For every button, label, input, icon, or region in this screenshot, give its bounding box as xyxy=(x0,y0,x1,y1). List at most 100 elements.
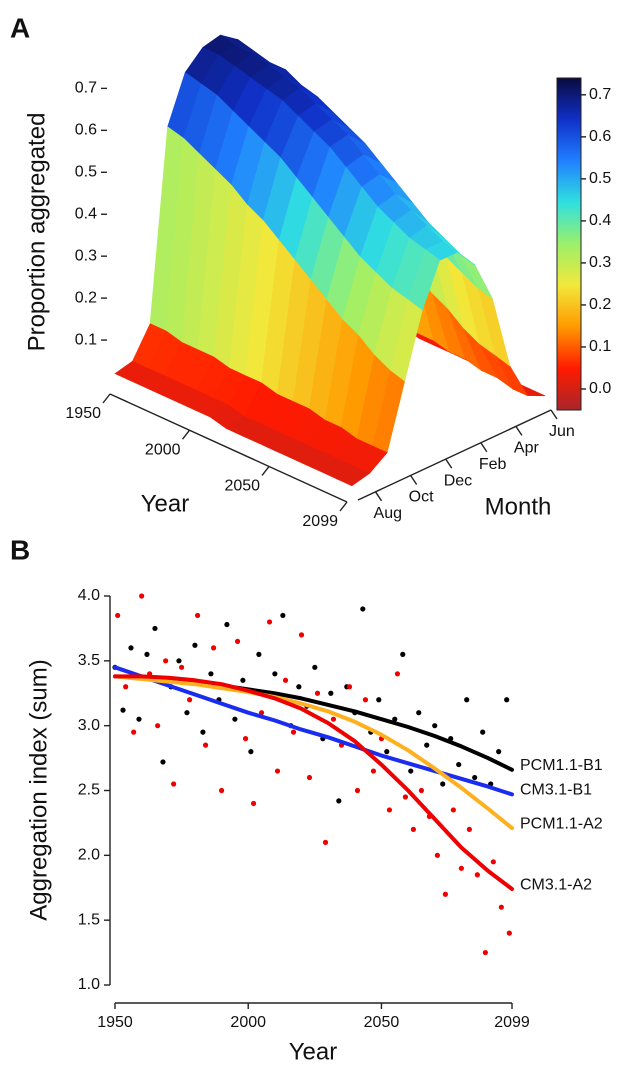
scatter-point xyxy=(402,794,409,800)
scatter-point xyxy=(200,729,206,735)
y-tick-label: 2.0 xyxy=(78,847,100,864)
scatter-point xyxy=(144,651,150,657)
scatter-point xyxy=(416,710,422,716)
y-tick xyxy=(374,491,383,502)
y-tick-label: 2.5 xyxy=(78,782,100,799)
scatter-point xyxy=(376,697,382,703)
scatter-point xyxy=(362,697,369,703)
scatter-point xyxy=(330,716,337,722)
scatter-point xyxy=(504,697,510,703)
y-tick-label: Apr xyxy=(514,440,540,457)
scatter-point xyxy=(194,612,201,619)
x-axis-line xyxy=(109,393,348,503)
scatter-point xyxy=(240,677,246,683)
y-tick-label: Feb xyxy=(479,456,507,473)
y-tick-label: 4.0 xyxy=(78,587,100,604)
x-tick xyxy=(339,501,348,512)
y-tick xyxy=(445,458,453,469)
panel-label: B xyxy=(10,534,30,565)
scatter-point xyxy=(432,723,438,729)
scatter-point xyxy=(202,742,209,748)
scatter-point xyxy=(346,684,353,690)
trend-line xyxy=(113,674,514,891)
z-tick-label: 0.6 xyxy=(75,122,97,139)
scatter-point xyxy=(408,768,414,774)
series-label: CM3.1-A2 xyxy=(520,876,592,893)
scatter-point xyxy=(450,807,456,813)
scatter-point xyxy=(424,742,430,748)
scatter-point xyxy=(152,625,158,632)
scatter-point xyxy=(506,930,512,936)
x-tick xyxy=(181,429,191,440)
scatter-point xyxy=(296,684,302,690)
scatter-point xyxy=(482,949,488,956)
scatter-point xyxy=(400,651,406,657)
scatter-point xyxy=(120,707,126,713)
scatter-point xyxy=(306,774,313,781)
y-tick-label: Dec xyxy=(444,472,472,489)
y-tick-label: Oct xyxy=(409,489,434,506)
scatter-point xyxy=(176,658,182,664)
x-tick-label: 2050 xyxy=(224,478,260,495)
z-tick-label: 0.2 xyxy=(75,289,97,306)
y-tick-label: 1.0 xyxy=(78,976,100,993)
scatter-point xyxy=(115,612,121,619)
scatter-point xyxy=(242,736,249,742)
scatter-point xyxy=(360,606,366,612)
scatter-point xyxy=(282,677,289,683)
scatter-point xyxy=(386,807,393,813)
scatter-point xyxy=(384,749,390,755)
scatter-point xyxy=(266,619,273,625)
scatter-point xyxy=(128,645,134,651)
x-axis-label: Year xyxy=(141,490,190,517)
x-tick-label: 2050 xyxy=(364,1014,400,1031)
scatter-point xyxy=(218,787,225,794)
scatter-point xyxy=(184,710,190,716)
scatter-point xyxy=(179,664,185,670)
scatter-point xyxy=(472,774,478,781)
y-tick-label: 3.5 xyxy=(78,652,100,669)
x-tick xyxy=(261,466,270,476)
y-tick-label: 3.0 xyxy=(78,717,100,734)
y-tick xyxy=(480,442,488,453)
scatter-point xyxy=(410,826,417,833)
y-axis-label: Aggregation index (sum) xyxy=(25,659,52,920)
surface-cell xyxy=(337,466,370,487)
scatter-point xyxy=(163,658,169,664)
colorbar-tick-label: 0.2 xyxy=(589,296,611,313)
trend-line xyxy=(113,674,514,772)
scatter-point xyxy=(496,749,502,755)
x-tick-label: 2099 xyxy=(494,1014,530,1031)
scatter-point xyxy=(490,859,496,865)
scatter-point xyxy=(456,761,462,768)
z-tick-label: 0.4 xyxy=(75,205,97,222)
scatter-point xyxy=(480,729,486,735)
scatter-point xyxy=(274,768,281,774)
scatter-point xyxy=(248,749,254,755)
scatter-point xyxy=(256,651,262,657)
trend-line xyxy=(113,674,514,831)
scatter-point xyxy=(131,729,137,735)
y-axis-line xyxy=(357,409,552,501)
x-tick-label: 1950 xyxy=(65,405,101,422)
scatter-point xyxy=(336,798,342,804)
scatter-point xyxy=(250,800,257,807)
x-tick-label: 2000 xyxy=(230,1014,266,1031)
scatter-point xyxy=(354,787,361,794)
x-tick-label: 1950 xyxy=(97,1014,133,1031)
scatter-point xyxy=(298,632,305,638)
scatter-point xyxy=(498,904,504,910)
scatter-point xyxy=(258,710,265,716)
scatter-point xyxy=(272,671,278,677)
series-label: PCM1.1-A2 xyxy=(520,815,603,832)
scatter-point xyxy=(418,787,425,794)
y-tick-label: 1.5 xyxy=(78,911,100,928)
scatter-point xyxy=(466,826,472,833)
scatter-point xyxy=(290,729,297,735)
x-tick-label: 2000 xyxy=(145,441,181,458)
colorbar xyxy=(556,77,582,411)
scatter-point xyxy=(322,839,329,845)
scatter-point xyxy=(474,872,480,878)
trend-line xyxy=(113,665,514,797)
scatter-point xyxy=(210,645,217,651)
